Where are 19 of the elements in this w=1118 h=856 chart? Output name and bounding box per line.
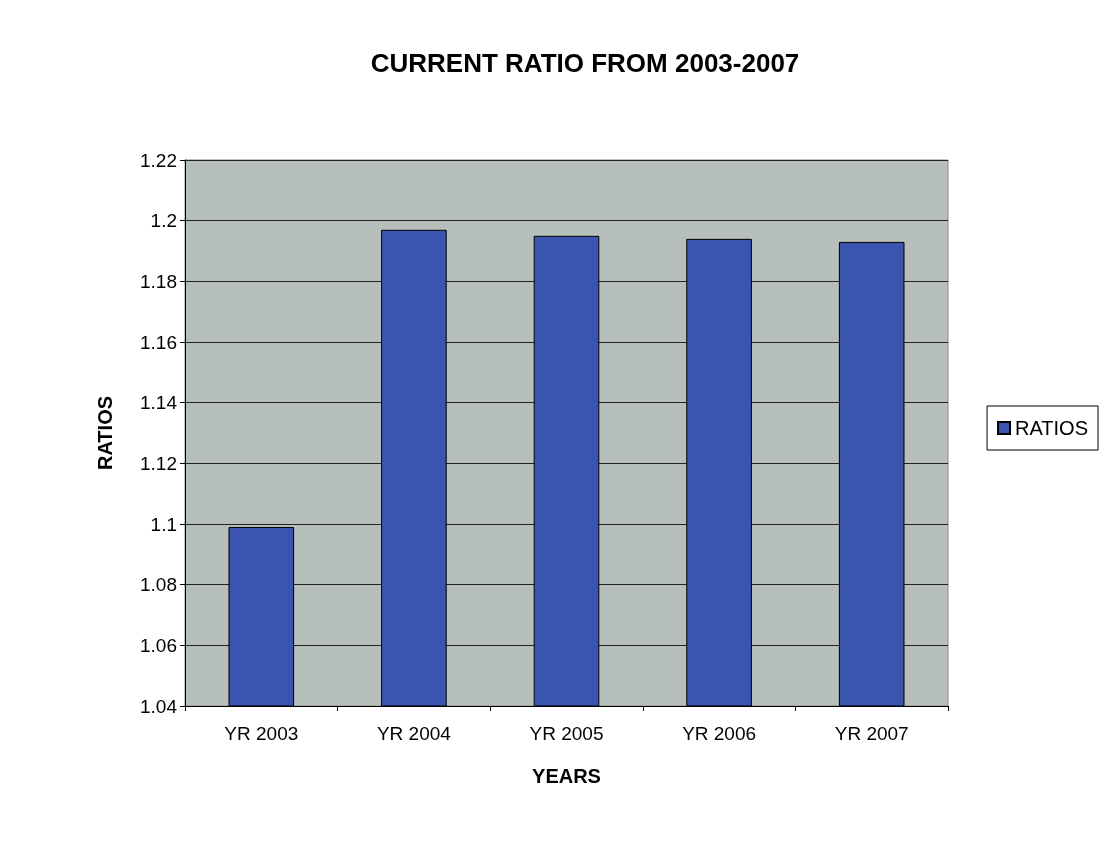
y-tick-label: 1.06 [140,634,177,656]
y-tick-label: 1.04 [140,695,178,717]
y-tick-label: 1.16 [140,331,177,353]
y-tick-label: 1.18 [140,270,177,292]
y-tick-label: 1.12 [140,452,177,474]
legend-label: RATIOS [1015,417,1088,439]
x-tick-label: YR 2004 [376,723,452,744]
x-tick-label: YR 2005 [529,723,604,744]
x-tick-label: YR 2006 [682,723,757,744]
y-tick-label: 1.08 [140,574,177,596]
y-axis-title: RATIOS [94,395,116,471]
chart-title: CURRENT RATIO FROM 2003-2007 [370,48,800,78]
x-tick-label: YR 2003 [224,723,299,744]
x-axis-title: YEARS [532,765,601,787]
y-tick-label: 1.14 [140,392,178,414]
y-tick-label: 1.2 [150,210,177,232]
y-tick-label: 1.1 [150,513,177,535]
y-tick-label: 1.22 [140,149,177,171]
x-tick-label: YR 2007 [834,723,909,744]
